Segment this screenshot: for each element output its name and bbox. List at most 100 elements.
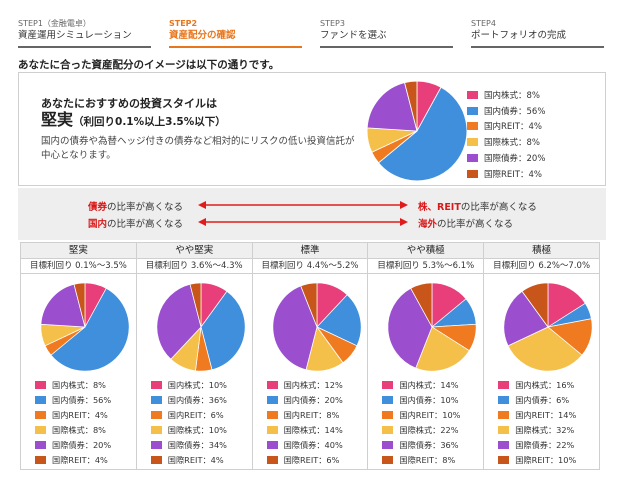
legend-item-domestic-reit: 国内REIT：4% (35, 407, 111, 422)
legend-label: 国内債券：56% (52, 394, 112, 405)
legend-item-foreign-bonds: 国際債券：20% (467, 150, 545, 166)
legend-label: 国内株式：12% (283, 379, 343, 390)
risk-direction-panel: 債券の比率が高くなる 株、REITの比率が高くなる 国内の比率が高くなる 海外の… (18, 188, 606, 240)
step-2[interactable]: STEP2 資産配分の確認 (169, 18, 302, 48)
legend-swatch (266, 380, 278, 389)
step-4[interactable]: STEP4 ポートフォリオの完成 (471, 18, 604, 48)
label-text: の比率が高くなる (460, 202, 537, 213)
legend-item-foreign-bonds: 国際債券：40% (266, 437, 343, 452)
recommended-style: 堅実（利回り0.1%以上3.5%以下） (41, 110, 226, 132)
legend-item-domestic-reit: 国内REIT：8% (266, 407, 343, 422)
pie-slice-foreign-reit (299, 282, 317, 328)
legend-label: 国際REIT：6% (283, 454, 340, 465)
legend-swatch (150, 425, 162, 434)
style-yield: 目標利回り 4.4%〜5.2% (252, 259, 368, 274)
step-label: 資産運用シミュレーション (18, 30, 132, 41)
step-3[interactable]: STEP3 ファンドを選ぶ (320, 18, 453, 48)
step-1[interactable]: STEP1（金融電卓） 資産運用シミュレーション (18, 18, 151, 48)
legend-item-domestic-stocks: 国内株式：8% (467, 87, 545, 103)
style-yield: 目標利回り 5.3%〜6.1% (368, 259, 484, 274)
legend-swatch (266, 410, 278, 419)
legend-swatch (498, 410, 510, 419)
legend-swatch (467, 122, 478, 131)
style-column-aggressive: 積極 目標利回り 6.2%〜7.0% 国内株式：16% 国内債券：6% 国内REIT… (483, 243, 599, 469)
legend-item-foreign-reit: 国際REIT：6% (266, 452, 343, 467)
legend-label: 国内債券：20% (283, 394, 343, 405)
legend-label: 国際株式：22% (399, 424, 459, 435)
style-legend: 国内株式：14% 国内債券：10% 国内REIT：10% 国際株式：22% 国際債券：3… (382, 377, 460, 467)
legend-label: 国際REIT：4% (167, 454, 224, 465)
style-yield: 目標利回り 0.1%〜3.5% (21, 259, 136, 274)
double-arrow-icon (198, 218, 408, 226)
legend-label: 国内株式：14% (399, 379, 459, 390)
pie-slice-foreign-bonds (503, 290, 549, 347)
legend-item-domestic-reit: 国内REIT：4% (467, 119, 545, 135)
legend-swatch (382, 440, 394, 449)
recommendation-panel: あなたにおすすめの投資スタイルは 堅実（利回り0.1%以上3.5%以下） 国内の… (18, 72, 606, 186)
right-label-foreign: 海外の比率が高くなる (418, 216, 513, 230)
legend-label: 国内REIT：6% (167, 409, 224, 420)
legend-item-foreign-bonds: 国際債券：34% (150, 437, 227, 452)
style-title: 標準 (252, 243, 368, 259)
style-yield: 目標利回り 3.6%〜4.3% (136, 259, 252, 274)
pie-slice-foreign-bonds (366, 82, 418, 132)
legend-item-foreign-bonds: 国際債券：20% (35, 437, 111, 452)
legend-label: 国内REIT：4% (52, 409, 108, 420)
legend-label: 国内債券：6% (515, 394, 570, 405)
label-text: の比率が高くなる (437, 219, 514, 230)
legend-item-foreign-stocks: 国際株式：22% (382, 422, 460, 437)
legend-label: 国際株式：8% (52, 424, 106, 435)
style-column-somewhat-steady: やや堅実 目標利回り 3.6%〜4.3% 国内株式：10% 国内債券：36% 国内R… (135, 243, 252, 469)
legend-label: 国際債券：20% (484, 154, 546, 165)
recommendation-subtitle: あなたにおすすめの投資スタイルは (41, 97, 217, 110)
pie-slice-domestic-bonds (50, 287, 130, 372)
pie-slice-foreign-stocks (415, 326, 471, 372)
legend-item-foreign-reit: 国際REIT：8% (382, 452, 460, 467)
legend-item-domestic-reit: 国内REIT：10% (382, 407, 460, 422)
pie-slice-domestic-bonds (377, 86, 468, 182)
legend-swatch (498, 440, 510, 449)
legend-swatch (266, 395, 278, 404)
legend-swatch (498, 395, 510, 404)
legend-label: 国内株式：8% (484, 90, 540, 101)
legend-swatch (35, 410, 46, 419)
legend-item-domestic-stocks: 国内株式：8% (35, 377, 111, 392)
pie-slice-foreign-reit (521, 282, 549, 329)
legend-swatch (467, 138, 478, 147)
legend-item-foreign-reit: 国際REIT：4% (35, 452, 111, 467)
style-title: やや積極 (368, 243, 484, 259)
style-pie-chart (40, 282, 130, 372)
legend-label: 国内債券：36% (167, 394, 227, 405)
step-number: STEP2 (169, 19, 198, 28)
highlight-text: 国内 (88, 219, 108, 230)
legend-item-foreign-stocks: 国際株式：10% (150, 422, 227, 437)
style-column-somewhat-aggressive: やや積極 目標利回り 5.3%〜6.1% 国内株式：14% 国内債券：10% 国内R… (367, 243, 484, 469)
legend-item-foreign-bonds: 国際債券：22% (498, 437, 576, 452)
legend-item-foreign-reit: 国際REIT：4% (150, 452, 227, 467)
style-legend: 国内株式：12% 国内債券：20% 国内REIT：8% 国際株式：14% 国際債券：40… (266, 377, 343, 467)
step-label: ポートフォリオの完成 (471, 30, 567, 41)
style-title: 堅実 (21, 243, 136, 259)
pie-slice-foreign-stocks (507, 326, 583, 372)
recommendation-legend: 国内株式：8% 国内債券：56% 国内REIT：4% 国際株式：8% 国際債券：20% 国… (467, 87, 545, 182)
style-legend: 国内株式：10% 国内債券：36% 国内REIT：6% 国際株式：10% 国際債券：34… (150, 377, 227, 467)
legend-swatch (498, 425, 510, 434)
legend-swatch (150, 410, 162, 419)
legend-item-foreign-reit: 国際REIT：4% (467, 166, 545, 182)
legend-swatch (498, 455, 510, 464)
legend-item-domestic-bonds: 国内債券：36% (150, 392, 227, 407)
legend-label: 国際株式：8% (484, 138, 540, 149)
legend-item-domestic-bonds: 国内債券：10% (382, 392, 460, 407)
legend-swatch (35, 455, 46, 464)
legend-label: 国際債券：20% (52, 439, 112, 450)
step-progress: STEP1（金融電卓） 資産運用シミュレーション STEP2 資産配分の確認 S… (18, 18, 604, 48)
style-pie-chart (387, 282, 477, 372)
style-title: 積極 (484, 243, 599, 259)
legend-label: 国際債券：22% (515, 439, 575, 450)
legend-swatch (35, 440, 46, 449)
style-legend: 国内株式：8% 国内債券：56% 国内REIT：4% 国際株式：8% 国際債券：20% 国… (35, 377, 111, 467)
legend-label: 国内株式：8% (52, 379, 106, 390)
legend-swatch (150, 440, 162, 449)
legend-swatch (467, 154, 478, 163)
style-legend: 国内株式：16% 国内債券：6% 国内REIT：14% 国際株式：32% 国際債券：22… (498, 377, 576, 467)
